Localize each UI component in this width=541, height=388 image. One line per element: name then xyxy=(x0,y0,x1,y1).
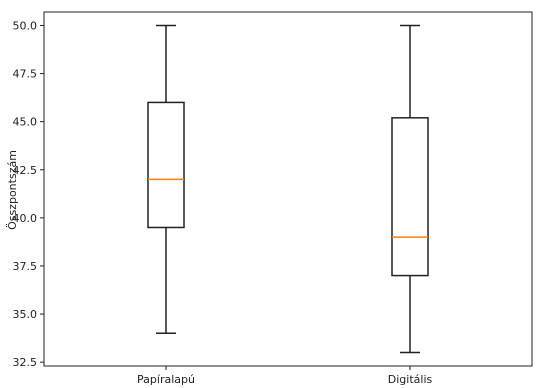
y-tick-label: 40.0 xyxy=(13,212,38,225)
y-tick-label: 47.5 xyxy=(13,68,38,81)
y-tick-label: 42.5 xyxy=(13,164,38,177)
y-tick-label: 45.0 xyxy=(13,116,38,129)
iqr-box xyxy=(147,101,185,229)
boxes-group xyxy=(147,24,429,354)
plot-area-frame xyxy=(43,11,533,367)
y-tick-label: 35.0 xyxy=(13,308,38,321)
y-axis-title: Összpontszám xyxy=(6,150,19,230)
x-tick-label: Digitális xyxy=(388,373,433,386)
x-tick-label: Papíralapú xyxy=(137,373,195,386)
y-tick-label: 32.5 xyxy=(13,356,38,369)
y-axis-ticks: 32.5 35.0 37.5 40.0 42.5 45.0 47.5 50.0 xyxy=(13,19,44,369)
y-tick-label: 50.0 xyxy=(13,19,38,32)
y-tick-label: 37.5 xyxy=(13,260,38,273)
x-axis-ticks: Papíralapú Digitális xyxy=(137,366,432,386)
iqr-box xyxy=(391,117,429,277)
